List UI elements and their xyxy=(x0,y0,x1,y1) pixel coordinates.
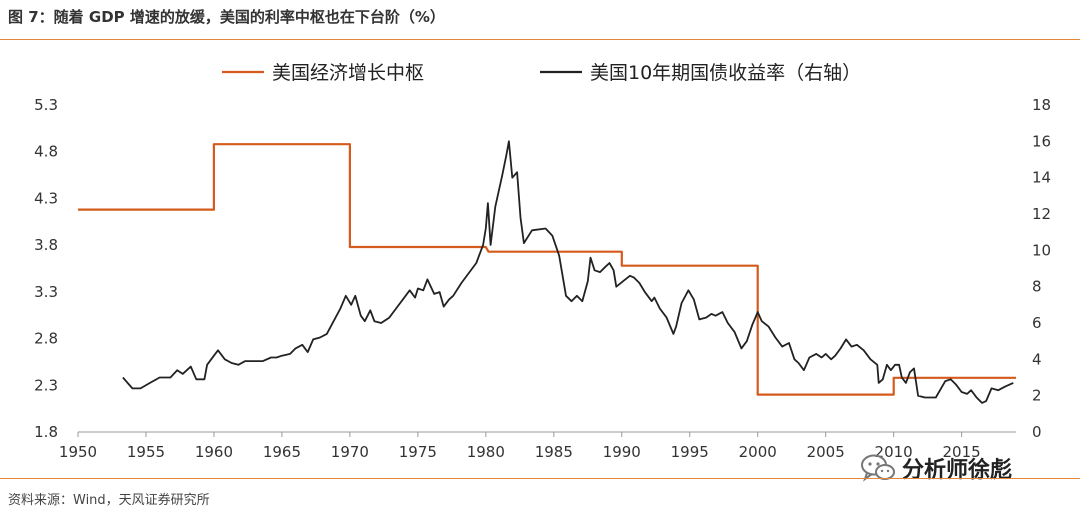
left-y-tick-label: 5.3 xyxy=(34,96,58,114)
x-tick-label: 1950 xyxy=(59,443,97,461)
x-tick-label: 1990 xyxy=(603,443,641,461)
right-y-tick-label: 16 xyxy=(1032,132,1051,150)
watermark: 分析师徐彪 xyxy=(860,452,1012,484)
left-y-tick-label: 4.3 xyxy=(34,189,58,207)
legend: 美国经济增长中枢 美国10年期国债收益率（右轴） xyxy=(222,62,861,84)
chart-title: 图 7：随着 GDP 增速的放缓，美国的利率中枢也在下台阶（%） xyxy=(8,8,445,26)
x-tick-label: 2005 xyxy=(807,443,845,461)
x-tick-label: 1975 xyxy=(399,443,437,461)
x-tick-label: 1965 xyxy=(263,443,301,461)
left-y-tick-label: 1.8 xyxy=(34,423,58,441)
right-y-tick-label: 18 xyxy=(1032,96,1051,114)
left-y-tick-label: 2.8 xyxy=(34,330,58,348)
x-tick-label: 2015 xyxy=(943,443,981,461)
x-axis: 1950 1955 1960 1965 1970 1975 1980 1985 1990 1995… xyxy=(59,431,1016,461)
left-y-tick-label: 2.3 xyxy=(34,376,58,394)
x-tick-label: 1980 xyxy=(467,443,505,461)
right-y-tick-label: 10 xyxy=(1032,241,1051,259)
legend-label: 美国经济增长中枢 xyxy=(272,62,424,84)
x-tick-label: 1970 xyxy=(331,443,369,461)
left-y-tick-label: 3.8 xyxy=(34,236,58,254)
treasury-yield-line xyxy=(122,140,1014,404)
x-tick-label: 1985 xyxy=(535,443,573,461)
top-divider xyxy=(0,39,1080,40)
chart-canvas: 美国经济增长中枢 美国10年期国债收益率（右轴） 1.8 2.3 2.8 3.3 3.8 4… xyxy=(34,62,1051,461)
wechat-icon xyxy=(861,454,895,482)
left-y-axis: 1.8 2.3 2.8 3.3 3.8 4.3 4.8 5.3 xyxy=(34,96,58,441)
x-tick-label: 2010 xyxy=(875,443,913,461)
legend-label: 美国10年期国债收益率（右轴） xyxy=(590,62,861,84)
source-note: 资料来源：Wind，天风证券研究所 xyxy=(8,493,210,508)
bottom-divider xyxy=(0,478,1080,479)
watermark-text: 分析师徐彪 xyxy=(902,458,1013,483)
gdp-growth-line xyxy=(78,143,1016,396)
x-tick-label: 1955 xyxy=(127,443,165,461)
left-y-tick-label: 3.3 xyxy=(34,283,58,301)
right-y-tick-label: 0 xyxy=(1032,423,1042,441)
x-tick-label: 2000 xyxy=(739,443,777,461)
right-y-tick-label: 6 xyxy=(1032,314,1042,332)
right-y-axis: 0 2 4 6 8 10 12 14 16 18 xyxy=(1032,96,1051,441)
right-y-tick-label: 12 xyxy=(1032,205,1051,223)
right-y-tick-label: 4 xyxy=(1032,350,1042,368)
right-y-tick-label: 2 xyxy=(1032,387,1042,405)
right-y-tick-label: 14 xyxy=(1032,169,1051,187)
plot-area xyxy=(78,140,1016,404)
x-tick-label: 1995 xyxy=(671,443,709,461)
x-tick-label: 1960 xyxy=(195,443,233,461)
right-y-tick-label: 8 xyxy=(1032,278,1042,296)
left-y-tick-label: 4.8 xyxy=(34,143,58,161)
